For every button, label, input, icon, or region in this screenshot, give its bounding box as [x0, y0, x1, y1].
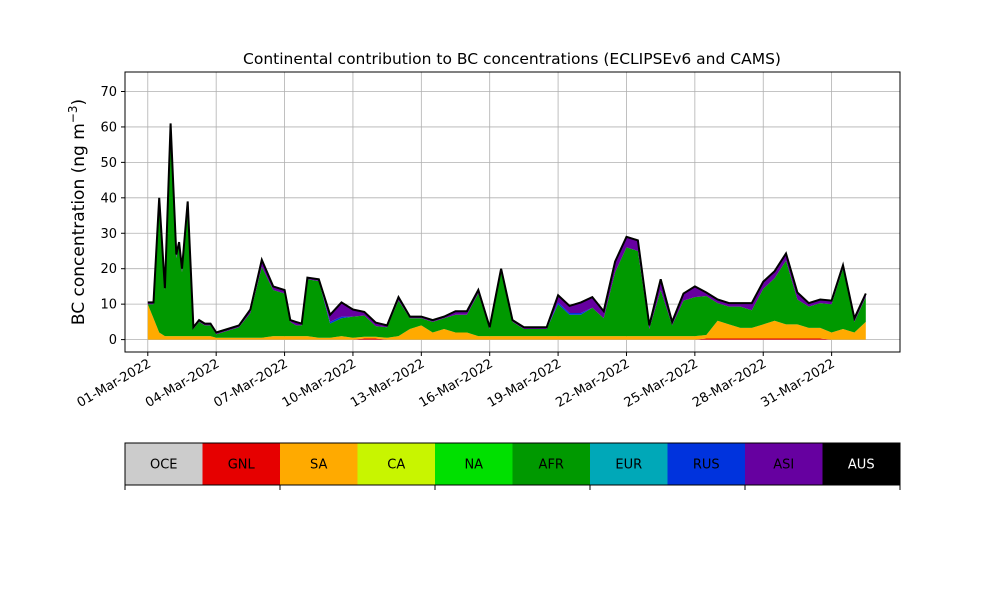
y-tick-label: 50	[100, 156, 117, 171]
colorbar-label-asi: ASI	[773, 458, 794, 473]
chart-title: Continental contribution to BC concentra…	[243, 50, 781, 68]
colorbar-swatch-na	[435, 443, 513, 485]
y-tick-label: 70	[100, 85, 117, 100]
y-tick-label: 60	[100, 120, 117, 135]
stacked-areas	[147, 123, 866, 340]
x-tick-label: 22-Mar-2022	[553, 356, 632, 410]
x-tick-label: 10-Mar-2022	[280, 356, 359, 410]
x-tick-label: 25-Mar-2022	[622, 356, 701, 410]
y-tick-label: 30	[100, 227, 117, 242]
total-line	[147, 123, 867, 334]
area-gnl	[147, 338, 866, 340]
colorbar-swatch-oce	[125, 443, 203, 485]
y-tick-label: 20	[100, 262, 117, 277]
colorbar-legend: OCE GNL SA CA NA AFR EUR RUS ASI AUS	[124, 442, 901, 490]
colorbar-swatch-afr	[512, 443, 591, 485]
x-tick-label: 04-Mar-2022	[143, 356, 222, 410]
y-tick-label: 40	[100, 191, 117, 206]
colorbar-swatch-gnl	[202, 443, 281, 485]
x-tick-label: 07-Mar-2022	[211, 356, 290, 410]
area-sa	[147, 304, 866, 340]
colorbar-label-aus: AUS	[848, 458, 875, 473]
x-tick-label: 13-Mar-2022	[348, 356, 427, 410]
colorbar-swatch-ca	[357, 443, 436, 485]
colorbar-label-oce: OCE	[150, 458, 178, 473]
x-tick-label: 28-Mar-2022	[690, 356, 769, 410]
y-axis: 0 10 20 30 40 50 60 70	[100, 85, 125, 348]
colorbar-label-na: NA	[464, 458, 483, 473]
grid	[125, 72, 900, 352]
area-afr	[147, 130, 866, 338]
y-tick-label: 10	[100, 298, 117, 313]
colorbar-label-eur: EUR	[615, 458, 642, 473]
colorbar-swatch-sa	[280, 443, 358, 485]
colorbar-swatch-asi	[745, 443, 823, 485]
colorbar-frame	[124, 442, 901, 486]
y-axis-label: BC concentration (ng m−3)	[66, 99, 89, 325]
y-tick-label: 0	[109, 333, 117, 348]
colorbar-label-rus: RUS	[693, 458, 720, 473]
x-tick-label: 31-Mar-2022	[758, 356, 837, 410]
colorbar-label-gnl: GNL	[228, 458, 256, 473]
x-axis: 01-Mar-202204-Mar-202207-Mar-202210-Mar-…	[75, 352, 838, 411]
x-tick-label: 16-Mar-2022	[417, 356, 496, 410]
y-axis-label-superscript: −3	[66, 105, 80, 123]
colorbar-label-sa: SA	[310, 458, 327, 473]
colorbar-swatch-rus	[667, 443, 746, 485]
y-axis-label-close: )	[69, 99, 89, 106]
colorbar-swatch-eur	[590, 443, 668, 485]
y-axis-label-text: BC concentration (ng m	[69, 123, 89, 325]
plot-area	[124, 71, 901, 353]
colorbar-swatch-aus	[822, 443, 901, 485]
x-tick-label: 19-Mar-2022	[485, 356, 564, 410]
colorbar-label-afr: AFR	[539, 458, 564, 473]
x-tick-label: 01-Mar-2022	[75, 356, 154, 410]
colorbar-label-ca: CA	[387, 458, 405, 473]
